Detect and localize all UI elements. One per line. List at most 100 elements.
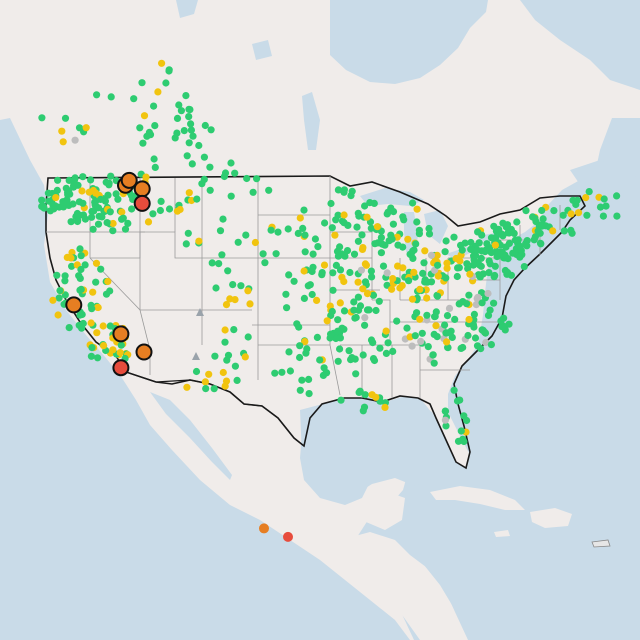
station-dot-good[interactable]: [130, 95, 138, 103]
station-dot-good[interactable]: [360, 403, 369, 411]
station-dot-good[interactable]: [227, 159, 235, 167]
station-dot-good[interactable]: [88, 213, 96, 221]
station-dot-moderate[interactable]: [388, 285, 396, 293]
station-dot-good[interactable]: [484, 311, 493, 319]
station-dot-good[interactable]: [444, 344, 452, 352]
station-dot-good[interactable]: [560, 227, 568, 235]
station-dot-good[interactable]: [496, 248, 504, 257]
station-dot-moderate[interactable]: [89, 186, 97, 195]
station-dot-good[interactable]: [492, 233, 500, 241]
station-dot-moderate[interactable]: [94, 303, 102, 311]
station-dot-good[interactable]: [457, 427, 465, 435]
station-dot-good[interactable]: [465, 291, 473, 299]
station-dot-good[interactable]: [143, 132, 151, 140]
station-dot-good[interactable]: [596, 203, 605, 211]
station-dot-good[interactable]: [389, 347, 397, 355]
large-marker-sensitive[interactable]: [133, 180, 151, 198]
station-dot-good[interactable]: [328, 224, 336, 232]
station-dot-moderate[interactable]: [434, 272, 442, 280]
station-dot-good[interactable]: [467, 245, 475, 253]
station-dot-good[interactable]: [88, 344, 96, 352]
station-dot-good[interactable]: [346, 268, 354, 277]
station-dot-good[interactable]: [341, 252, 349, 260]
station-dot-good[interactable]: [496, 241, 504, 249]
station-dot-good[interactable]: [318, 269, 326, 277]
station-dot-good[interactable]: [94, 354, 102, 362]
station-dot-moderate[interactable]: [336, 299, 344, 307]
station-dot-good[interactable]: [352, 370, 360, 378]
station-dot-good[interactable]: [368, 273, 376, 281]
station-dot-good[interactable]: [150, 155, 158, 163]
station-dot-good[interactable]: [200, 153, 208, 161]
station-dot-good[interactable]: [212, 284, 220, 292]
station-dot-good[interactable]: [513, 218, 521, 226]
station-dot-moderate[interactable]: [246, 300, 254, 308]
station-dot-good[interactable]: [425, 224, 433, 233]
station-dot-moderate[interactable]: [93, 329, 101, 337]
station-dot-moderate[interactable]: [78, 187, 86, 195]
station-dot-good[interactable]: [296, 386, 304, 394]
station-dot-good[interactable]: [559, 211, 567, 219]
station-dot-good[interactable]: [378, 240, 386, 248]
station-dot-good[interactable]: [372, 306, 380, 315]
station-dot-moderate[interactable]: [354, 278, 362, 286]
station-dot-moderate[interactable]: [58, 127, 66, 135]
station-dot-good[interactable]: [81, 261, 89, 269]
station-dot-good[interactable]: [94, 204, 103, 212]
station-dot-good[interactable]: [195, 141, 203, 150]
station-dot-good[interactable]: [479, 270, 487, 278]
station-dot-moderate[interactable]: [416, 285, 424, 293]
station-dot-good[interactable]: [320, 364, 328, 372]
station-dot-good[interactable]: [472, 251, 480, 260]
station-dot-good[interactable]: [165, 205, 174, 213]
station-dot-good[interactable]: [442, 237, 450, 245]
station-dot-good[interactable]: [321, 219, 329, 227]
station-dot-no-data[interactable]: [71, 136, 79, 144]
station-dot-moderate[interactable]: [201, 378, 209, 386]
station-dot-moderate[interactable]: [222, 301, 231, 309]
station-dot-good[interactable]: [441, 321, 449, 329]
station-dot-good[interactable]: [505, 320, 513, 328]
station-dot-good[interactable]: [599, 212, 608, 220]
station-dot-good[interactable]: [206, 163, 214, 171]
station-dot-good[interactable]: [477, 262, 485, 270]
station-dot-good[interactable]: [450, 386, 458, 394]
station-dot-good[interactable]: [354, 209, 362, 217]
station-dot-moderate[interactable]: [359, 285, 367, 293]
station-dot-good[interactable]: [429, 351, 437, 359]
station-dot-good[interactable]: [511, 236, 519, 244]
station-dot-good[interactable]: [206, 186, 214, 194]
station-dot-good[interactable]: [305, 390, 313, 398]
station-dot-good[interactable]: [383, 210, 391, 218]
station-dot-good[interactable]: [237, 282, 245, 290]
station-dot-good[interactable]: [367, 267, 375, 275]
station-dot-good[interactable]: [522, 207, 530, 215]
station-dot-good[interactable]: [193, 195, 201, 203]
station-dot-good[interactable]: [301, 231, 309, 239]
station-dot-good[interactable]: [411, 332, 419, 340]
station-dot-good[interactable]: [112, 190, 120, 198]
station-dot-moderate[interactable]: [363, 213, 371, 221]
station-dot-good[interactable]: [531, 214, 539, 222]
station-dot-moderate[interactable]: [416, 315, 424, 323]
station-dot-good[interactable]: [296, 342, 304, 350]
station-dot-good[interactable]: [286, 367, 294, 375]
station-dot-good[interactable]: [68, 262, 76, 270]
station-dot-good[interactable]: [187, 120, 195, 128]
station-dot-good[interactable]: [425, 230, 434, 238]
station-dot-good[interactable]: [351, 355, 359, 363]
large-marker-sensitive[interactable]: [112, 325, 130, 343]
station-dot-moderate[interactable]: [443, 264, 451, 272]
station-dot-good[interactable]: [210, 385, 218, 393]
station-dot-good[interactable]: [156, 206, 164, 215]
station-dot-good[interactable]: [336, 345, 344, 353]
station-dot-good[interactable]: [377, 234, 385, 242]
station-dot-good[interactable]: [106, 287, 114, 295]
station-dot-good[interactable]: [538, 222, 546, 230]
station-dot-good[interactable]: [118, 215, 126, 223]
station-dot-good[interactable]: [70, 181, 78, 190]
station-dot-moderate[interactable]: [241, 353, 249, 361]
station-dot-good[interactable]: [361, 321, 369, 329]
station-dot-good[interactable]: [53, 186, 61, 194]
station-dot-good[interactable]: [463, 416, 471, 425]
